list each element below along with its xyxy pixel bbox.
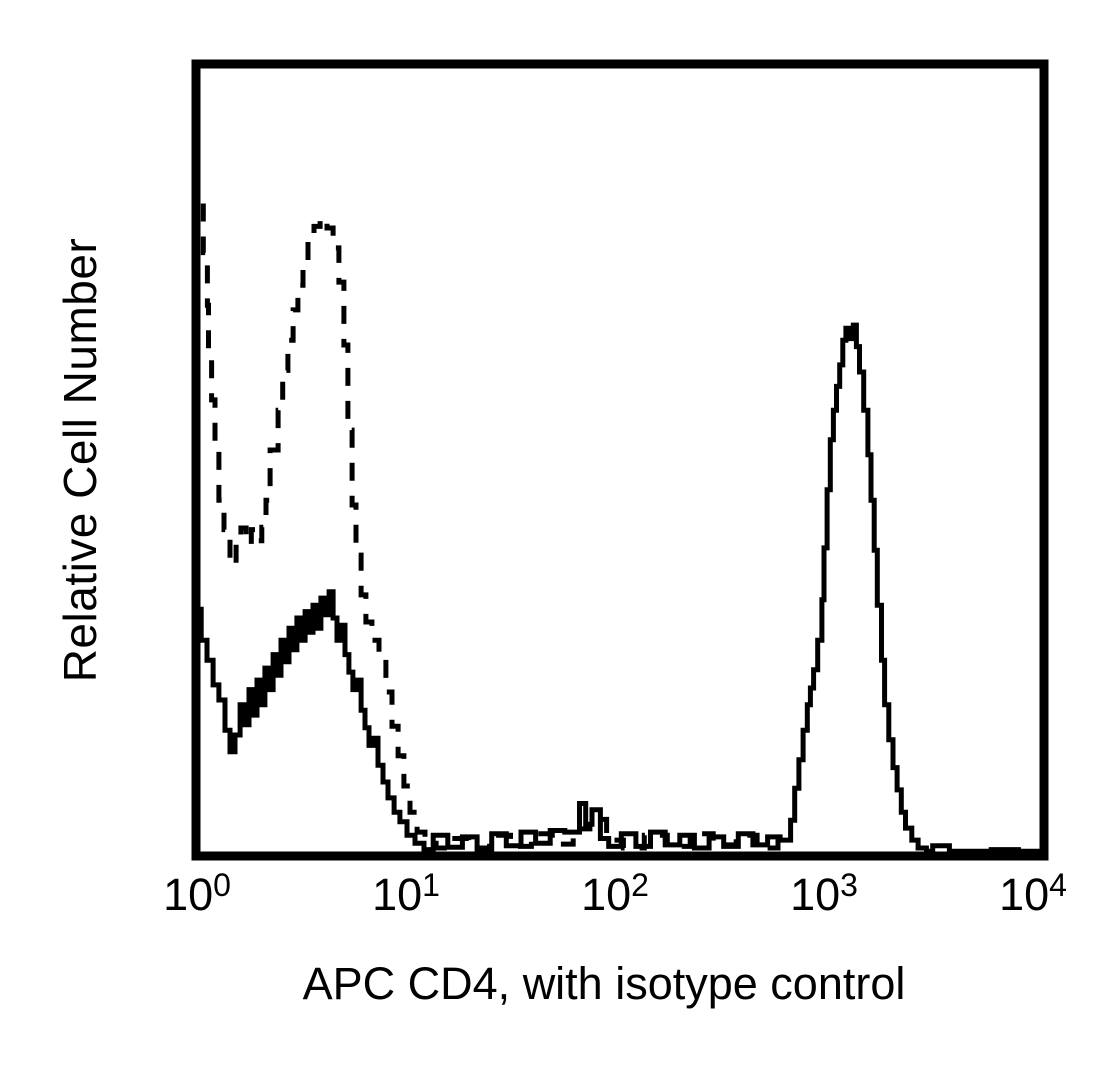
x-tick-1e3: 103 [790,869,858,921]
x-tick-exponent: 4 [1049,867,1067,903]
x-tick-base: 10 [790,869,841,920]
plot-border [191,59,1049,861]
series-group [194,142,1044,854]
x-tick-1e2: 102 [581,869,649,921]
x-tick-exponent: 1 [422,867,440,903]
series-apc-cd4 [194,322,1044,854]
x-tick-exponent: 2 [631,867,649,903]
y-axis-label: Relative Cell Number [54,237,106,683]
x-tick-1e4: 104 [999,869,1067,921]
x-tick-1e0: 100 [163,869,231,921]
x-tick-base: 10 [163,869,214,920]
x-tick-base: 10 [581,869,632,920]
x-axis-label: APC CD4, with isotype control [302,958,906,1009]
x-tick-base: 10 [999,869,1050,920]
x-tick-base: 10 [372,869,423,920]
x-tick-1e1: 101 [372,869,440,921]
x-tick-exponent: 3 [840,867,858,903]
series-isotype-control [195,142,793,851]
x-tick-exponent: 0 [213,867,231,903]
